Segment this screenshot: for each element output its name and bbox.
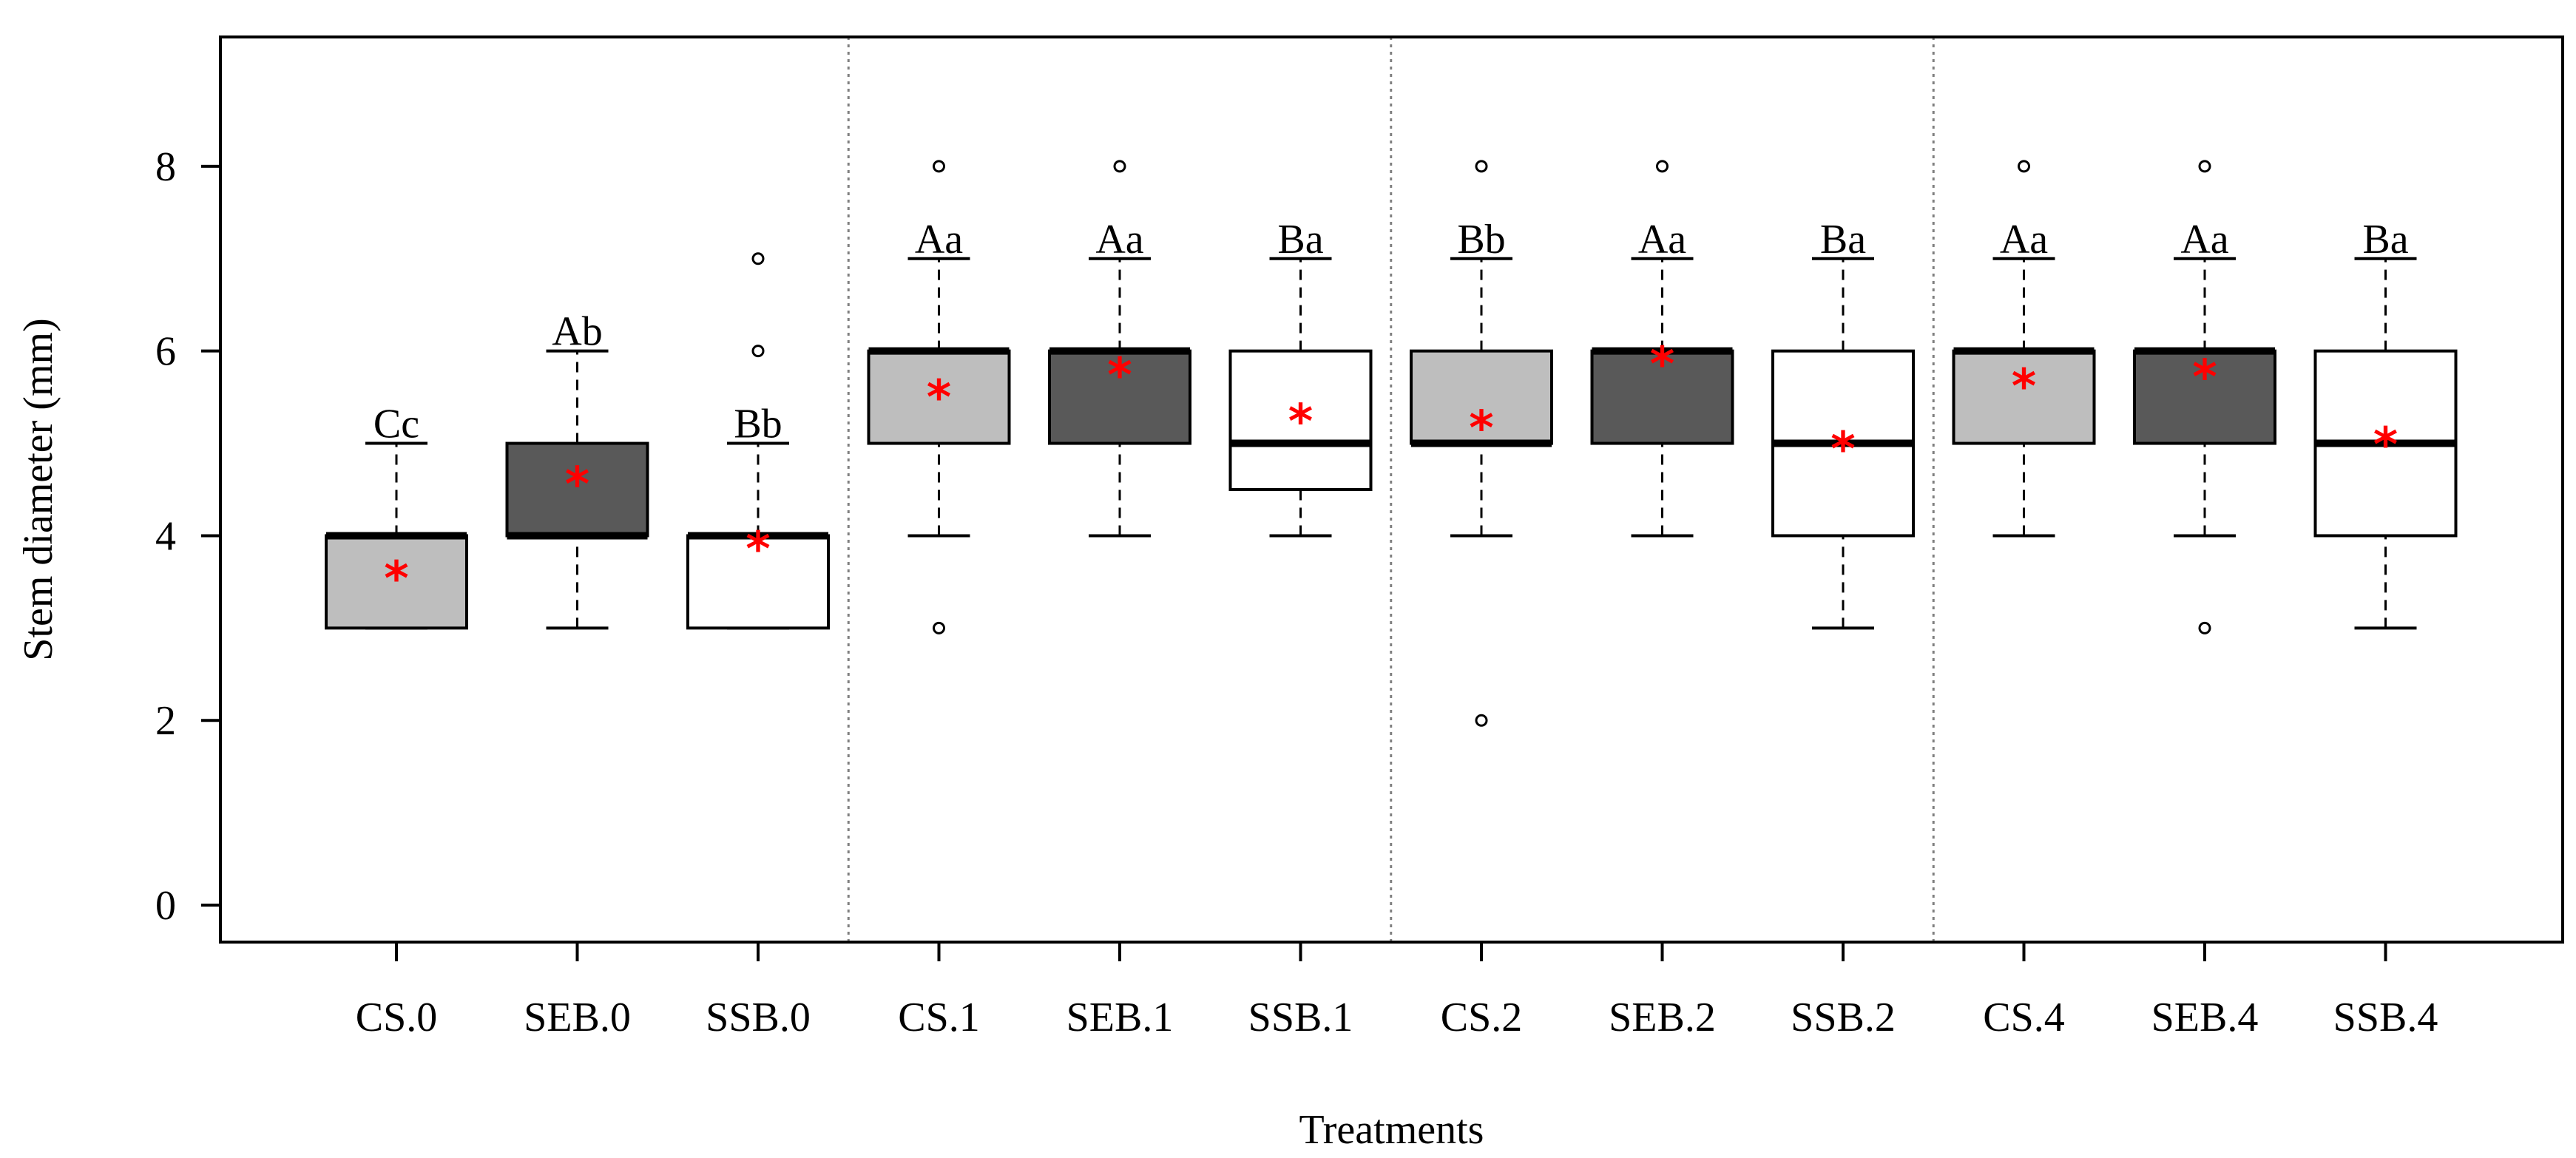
box-ssb-4: * Ba (2313, 217, 2458, 630)
outlier-point (2198, 160, 2211, 173)
outlier-point (1475, 160, 1488, 173)
y-tick-label: 0 (155, 883, 176, 929)
box-seb-4: * Aa (2133, 160, 2276, 634)
mean-marker: * (1107, 349, 1132, 404)
box-ssb-1: * Ba (1228, 217, 1373, 538)
significance-label: Aa (1095, 217, 1143, 263)
mean-marker: * (2012, 360, 2036, 415)
mean-marker: * (565, 458, 589, 512)
y-tick-label: 2 (155, 698, 176, 744)
box-seb-1: * Aa (1048, 160, 1191, 538)
x-tick-label: CS.1 (898, 995, 980, 1040)
significance-label: Aa (2000, 217, 2048, 263)
mean-marker: * (2192, 351, 2217, 405)
x-tick-label: SEB.4 (2151, 995, 2259, 1040)
outlier-point (1656, 160, 1669, 173)
outlier-point (933, 160, 945, 173)
box-cs-2: * Bb (1410, 160, 1553, 727)
mean-marker: * (2373, 418, 2398, 473)
y-axis: 0 2 4 6 8 (155, 144, 222, 929)
outlier-point (751, 252, 765, 265)
significance-label: Ba (1277, 217, 1323, 263)
significance-label: Bb (734, 402, 782, 447)
box-seb-0: * Ab (505, 309, 649, 630)
iqr-box (1228, 349, 1373, 492)
significance-label: Aa (915, 217, 963, 263)
x-tick-label: SSB.0 (706, 995, 811, 1040)
x-tick-label: SEB.2 (1609, 995, 1716, 1040)
outlier-point (2018, 160, 2030, 173)
iqr-box (1048, 349, 1191, 445)
box-seb-2: * Aa (1590, 160, 1734, 538)
x-tick-label: CS.0 (356, 995, 438, 1040)
outlier-point (933, 621, 945, 634)
x-tick-label: CS.4 (1983, 995, 2065, 1040)
boxplot-series: * Cc * Ab * Bb * Aa * Aa * Ba * Bb * Aa * Ba * Aa * Aa * Ba (325, 160, 2458, 727)
mean-marker: * (384, 552, 408, 606)
y-tick-label: 8 (155, 144, 176, 190)
significance-label: Aa (1638, 217, 1686, 263)
x-axis: CS.0 SEB.0 SSB.0 CS.1 SEB.1 SSB.1 CS.2 SEB.2 SSB… (356, 941, 2438, 1040)
mean-marker: * (746, 522, 770, 577)
outlier-point (2198, 621, 2211, 634)
mean-marker: * (1830, 423, 1855, 478)
significance-label: Ba (2362, 217, 2408, 263)
y-axis-title: Stem diameter (mm) (16, 318, 61, 660)
mean-marker: * (927, 371, 951, 426)
x-tick-label: SEB.0 (524, 995, 631, 1040)
x-tick-label: SSB.4 (2333, 995, 2438, 1040)
x-tick-label: SSB.2 (1791, 995, 1896, 1040)
mean-marker: * (1650, 338, 1674, 393)
mean-marker: * (1288, 395, 1313, 450)
outlier-point (1475, 714, 1488, 727)
iqr-box (325, 534, 468, 630)
mean-marker: * (1469, 402, 1493, 456)
outlier-point (1113, 160, 1126, 173)
iqr-box (1952, 349, 2096, 445)
box-ssb-2: * Ba (1771, 217, 1915, 630)
iqr-box (2133, 349, 2276, 445)
y-tick-label: 6 (155, 329, 176, 375)
iqr-box (505, 441, 649, 538)
iqr-box (686, 534, 830, 630)
x-tick-label: CS.2 (1441, 995, 1523, 1040)
box-cs-4: * Aa (1952, 160, 2096, 538)
box-cs-0: * Cc (325, 402, 468, 630)
box-ssb-0: * Bb (686, 252, 830, 630)
x-axis-title: Treatments (1299, 1107, 1484, 1153)
significance-label: Ba (1820, 217, 1866, 263)
group-separators (847, 37, 1935, 942)
significance-label: Bb (1457, 217, 1505, 263)
significance-label: Cc (373, 402, 419, 447)
significance-label: Aa (2180, 217, 2228, 263)
iqr-box (867, 349, 1011, 445)
box-cs-1: * Aa (867, 160, 1011, 634)
outlier-point (751, 345, 765, 358)
x-tick-label: SEB.1 (1066, 995, 1174, 1040)
significance-label: Ab (552, 309, 602, 355)
x-tick-label: SSB.1 (1248, 995, 1353, 1040)
y-tick-label: 4 (155, 513, 176, 559)
